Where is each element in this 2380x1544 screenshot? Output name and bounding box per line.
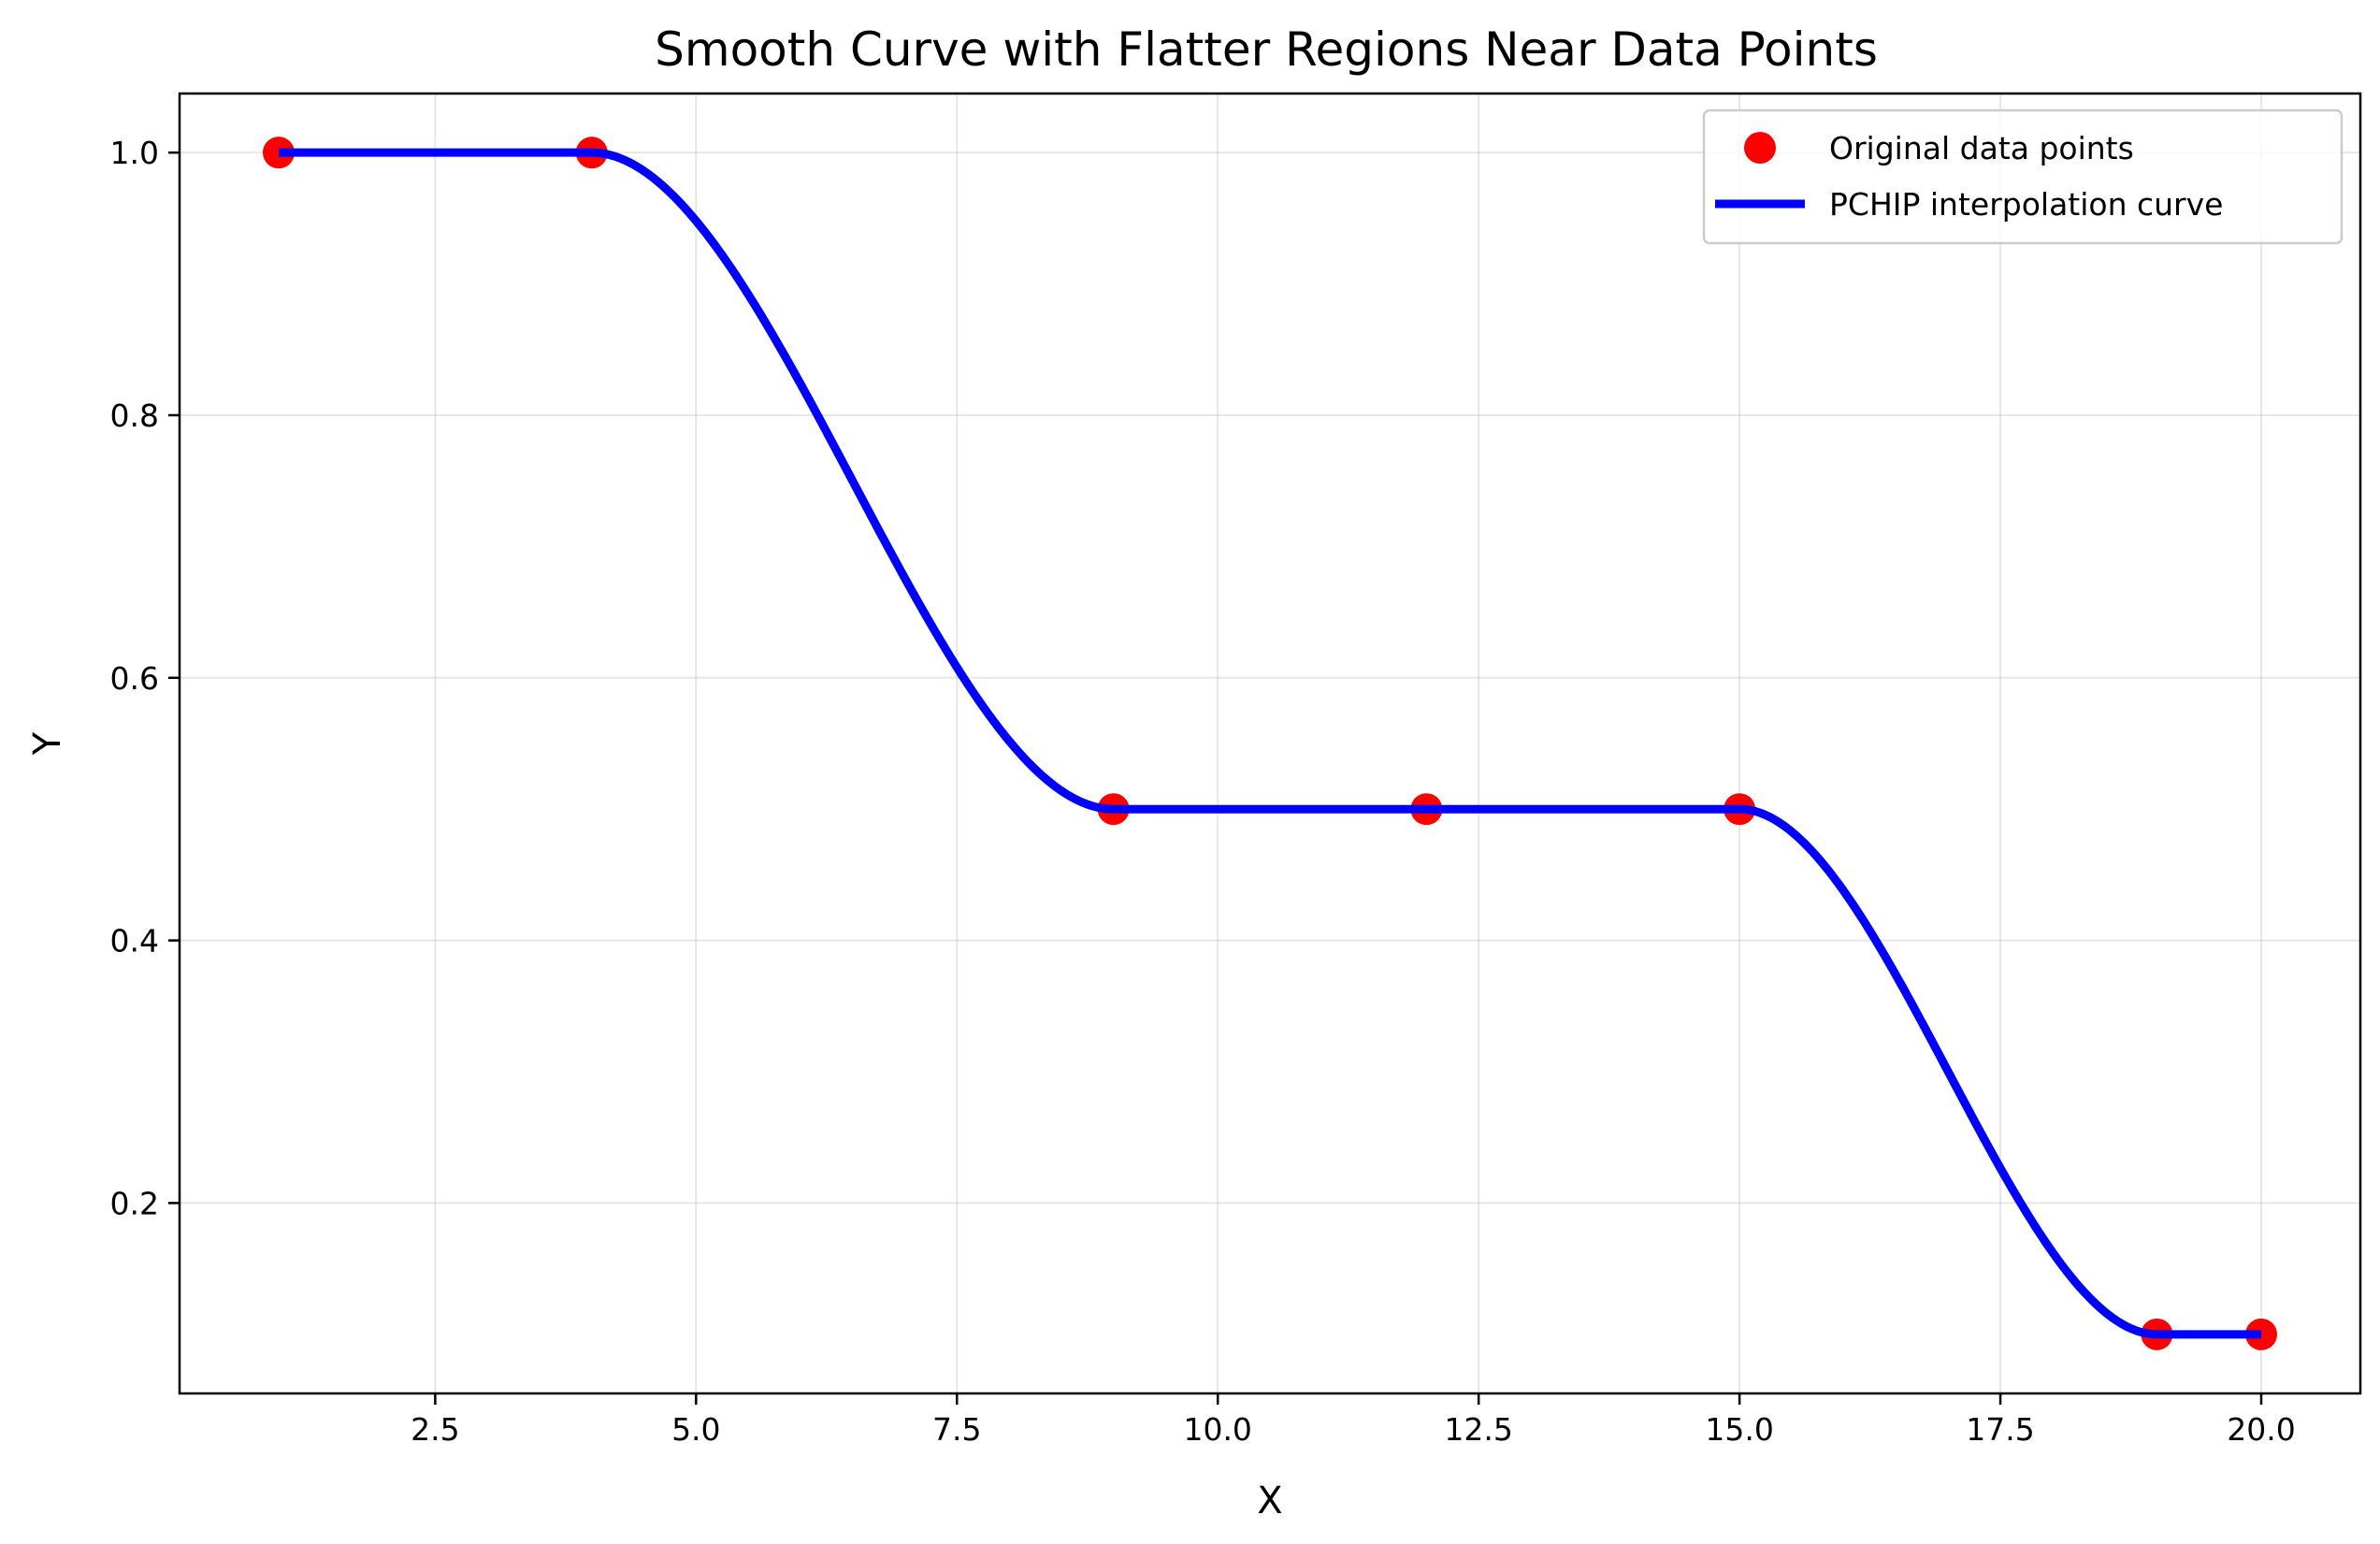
y-tick-label: 0.8 [110,397,159,434]
axes-frame [178,92,2362,1395]
y-tick-label: 0.6 [110,660,159,697]
legend-box [1702,108,2344,245]
y-tick-label: 1.0 [110,135,159,171]
chart-title: Smooth Curve with Flatter Regions Near D… [655,22,1878,77]
x-tick-label: 7.5 [932,1411,981,1448]
y-tick-label: 0.2 [110,1185,159,1221]
legend-label-pchip-curve: PCHIP interpolation curve [1829,186,2223,223]
legend: Original data points PCHIP interpolation… [1702,108,2344,245]
x-axis: 2.5 5.0 7.5 10.0 12.5 15.0 17.5 20.0 [411,1393,2296,1448]
y-tick-label: 0.4 [110,923,159,960]
plot-area [263,137,2277,1350]
x-tick-label: 20.0 [2227,1411,2295,1448]
y-axis: 0.2 0.4 0.6 0.8 1.0 [110,135,180,1221]
y-axis-label: Y [26,731,69,756]
legend-label-original-data-points: Original data points [1829,130,2134,166]
pchip-curve [278,148,2262,1339]
x-tick-label: 15.0 [1705,1411,1773,1448]
x-tick-label: 12.5 [1444,1411,1512,1448]
x-tick-label: 5.0 [671,1411,720,1448]
x-tick-label: 17.5 [1966,1411,2034,1448]
x-tick-label: 2.5 [411,1411,459,1448]
x-tick-label: 10.0 [1183,1411,1251,1448]
x-axis-label: X [1257,1479,1282,1522]
legend-marker-original-data-points [1744,132,1776,164]
grid [180,94,2360,1393]
